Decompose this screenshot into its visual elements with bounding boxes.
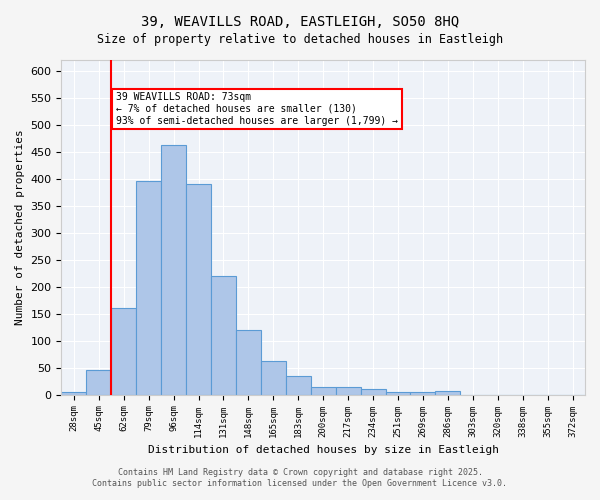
Text: Size of property relative to detached houses in Eastleigh: Size of property relative to detached ho… [97, 32, 503, 46]
Bar [161, 146, 186, 394]
Bar [111, 308, 136, 394]
Bar [311, 387, 335, 394]
Bar [386, 392, 410, 394]
X-axis label: Distribution of detached houses by size in Eastleigh: Distribution of detached houses by size … [148, 445, 499, 455]
Bar [186, 184, 211, 394]
Text: 39 WEAVILLS ROAD: 73sqm
← 7% of detached houses are smaller (130)
93% of semi-de: 39 WEAVILLS ROAD: 73sqm ← 7% of detached… [116, 92, 398, 126]
Y-axis label: Number of detached properties: Number of detached properties [15, 130, 25, 325]
Bar [136, 182, 161, 394]
Bar [86, 370, 111, 394]
Bar [335, 386, 361, 394]
Bar [410, 392, 436, 394]
Bar [236, 330, 261, 394]
Bar [261, 360, 286, 394]
Text: Contains HM Land Registry data © Crown copyright and database right 2025.
Contai: Contains HM Land Registry data © Crown c… [92, 468, 508, 487]
Bar [61, 392, 86, 394]
Bar [211, 276, 236, 394]
Bar [361, 390, 386, 394]
Text: 39, WEAVILLS ROAD, EASTLEIGH, SO50 8HQ: 39, WEAVILLS ROAD, EASTLEIGH, SO50 8HQ [141, 15, 459, 29]
Bar [286, 376, 311, 394]
Bar [436, 391, 460, 394]
